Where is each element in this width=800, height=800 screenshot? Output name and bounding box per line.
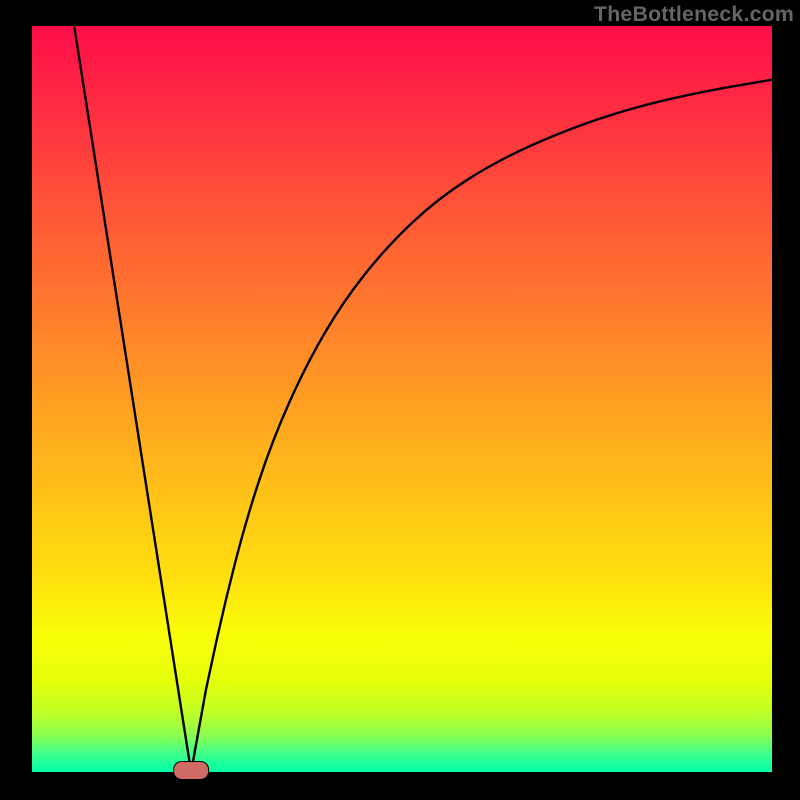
watermark-text: TheBottleneck.com xyxy=(594,2,794,27)
vertex-marker xyxy=(174,762,209,780)
chart-container: TheBottleneck.com xyxy=(0,0,800,800)
plot-background-gradient xyxy=(32,26,772,772)
bottleneck-chart xyxy=(0,0,800,800)
